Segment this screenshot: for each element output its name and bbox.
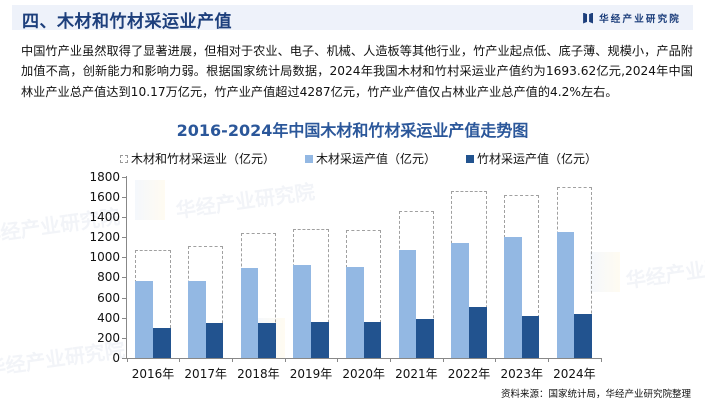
bar-bamboo-5 bbox=[416, 318, 434, 358]
x-tick-label: 2023年 bbox=[500, 367, 543, 381]
x-tick-label: 2016年 bbox=[131, 367, 175, 381]
y-tick bbox=[122, 317, 126, 319]
x-tick-label: 2018年 bbox=[237, 367, 280, 381]
y-axis bbox=[126, 176, 127, 358]
bar-wood-7 bbox=[504, 236, 522, 358]
bar-wood-6 bbox=[451, 242, 470, 358]
legend-item-total: 木材和竹材采运业（亿元） bbox=[120, 150, 275, 167]
bar-bamboo-0 bbox=[153, 327, 171, 358]
bar-wood-4 bbox=[346, 266, 364, 358]
bar-wood-5 bbox=[398, 249, 417, 358]
bar-bamboo-2 bbox=[258, 322, 276, 358]
legend-label-wood: 木材采运产值（亿元） bbox=[316, 152, 437, 166]
bar-bamboo-7 bbox=[521, 315, 540, 358]
y-tick-label: 400 bbox=[97, 310, 120, 325]
y-tick-label: 200 bbox=[97, 330, 120, 345]
bar-bamboo-6 bbox=[469, 306, 487, 358]
bar-wood-1 bbox=[188, 280, 206, 358]
bar-bamboo-4 bbox=[363, 321, 382, 358]
intro-paragraph: 中国竹产业虽然取得了显著进展，但相对于农业、电子、机械、人造板等其他行业，竹产业… bbox=[21, 44, 693, 99]
bar-wood-2 bbox=[240, 267, 259, 358]
brand-name: 华经产业研究院 bbox=[599, 14, 681, 25]
chart-title: 2016-2024年中国木材和竹材采运业产值走势图 bbox=[176, 121, 529, 140]
x-tick-label: 2019年 bbox=[289, 367, 333, 381]
y-tick bbox=[122, 257, 126, 259]
bar-bamboo-8 bbox=[574, 313, 592, 358]
y-tick bbox=[122, 337, 126, 339]
legend-swatch-bamboo bbox=[466, 154, 475, 163]
legend-swatch-wood bbox=[305, 154, 314, 163]
y-tick-label: 600 bbox=[97, 290, 120, 305]
y-tick bbox=[122, 297, 126, 299]
legend-swatch-total bbox=[120, 154, 128, 163]
x-tick-label: 2017年 bbox=[184, 367, 227, 381]
legend-label-bamboo: 竹材采运产值（亿元） bbox=[477, 152, 598, 166]
bar-wood-3 bbox=[293, 264, 312, 358]
bar-wood-0 bbox=[135, 280, 154, 358]
x-tick bbox=[126, 358, 128, 362]
y-tick-label: 1800 bbox=[89, 169, 120, 184]
legend-item-wood: 木材采运产值（亿元） bbox=[305, 150, 436, 167]
chart-legend: 木材和竹材采运业（亿元） 木材采运产值（亿元） 竹材采运产值（亿元） bbox=[120, 150, 627, 167]
x-tick-label: 2020年 bbox=[342, 367, 385, 381]
section-header: 四、木材和竹材采运业产值 华经产业研究院 bbox=[12, 5, 693, 32]
x-tick bbox=[600, 358, 602, 362]
x-tick bbox=[284, 358, 286, 362]
x-tick-label: 2022年 bbox=[447, 367, 491, 381]
bar-bamboo-1 bbox=[205, 322, 224, 358]
source-note: 资料来源：国家统计局，华经产业研究院整理 bbox=[500, 389, 691, 400]
x-tick bbox=[390, 358, 392, 362]
y-tick bbox=[122, 277, 126, 279]
x-tick-label: 2021年 bbox=[395, 367, 438, 381]
y-tick-label: 1600 bbox=[89, 189, 120, 204]
bar-wood-8 bbox=[556, 231, 575, 358]
x-axis bbox=[126, 358, 601, 359]
y-tick bbox=[122, 237, 126, 238]
legend-item-bamboo: 竹材采运产值（亿元） bbox=[466, 150, 597, 167]
x-tick bbox=[442, 358, 444, 362]
x-tick bbox=[548, 358, 550, 362]
section-title: 四、木材和竹材采运业产值 bbox=[22, 12, 232, 32]
book-logo-icon bbox=[583, 12, 594, 24]
y-tick bbox=[122, 216, 126, 218]
y-tick-label: 1200 bbox=[89, 230, 120, 244]
y-tick bbox=[122, 196, 126, 198]
brand: 华经产业研究院 bbox=[583, 11, 681, 25]
y-tick-label: 0 bbox=[112, 351, 120, 365]
y-tick bbox=[122, 358, 126, 359]
x-tick bbox=[337, 358, 339, 362]
x-tick bbox=[232, 358, 234, 362]
y-tick-label: 800 bbox=[97, 270, 120, 285]
y-tick-label: 1000 bbox=[89, 250, 120, 265]
x-tick bbox=[179, 358, 181, 362]
y-tick-label: 1400 bbox=[89, 209, 120, 224]
bar-bamboo-3 bbox=[311, 321, 329, 358]
y-tick bbox=[122, 176, 126, 178]
x-tick bbox=[495, 358, 497, 362]
legend-label-total: 木材和竹材采运业（亿元） bbox=[131, 152, 276, 166]
x-tick-label: 2024年 bbox=[553, 367, 596, 381]
